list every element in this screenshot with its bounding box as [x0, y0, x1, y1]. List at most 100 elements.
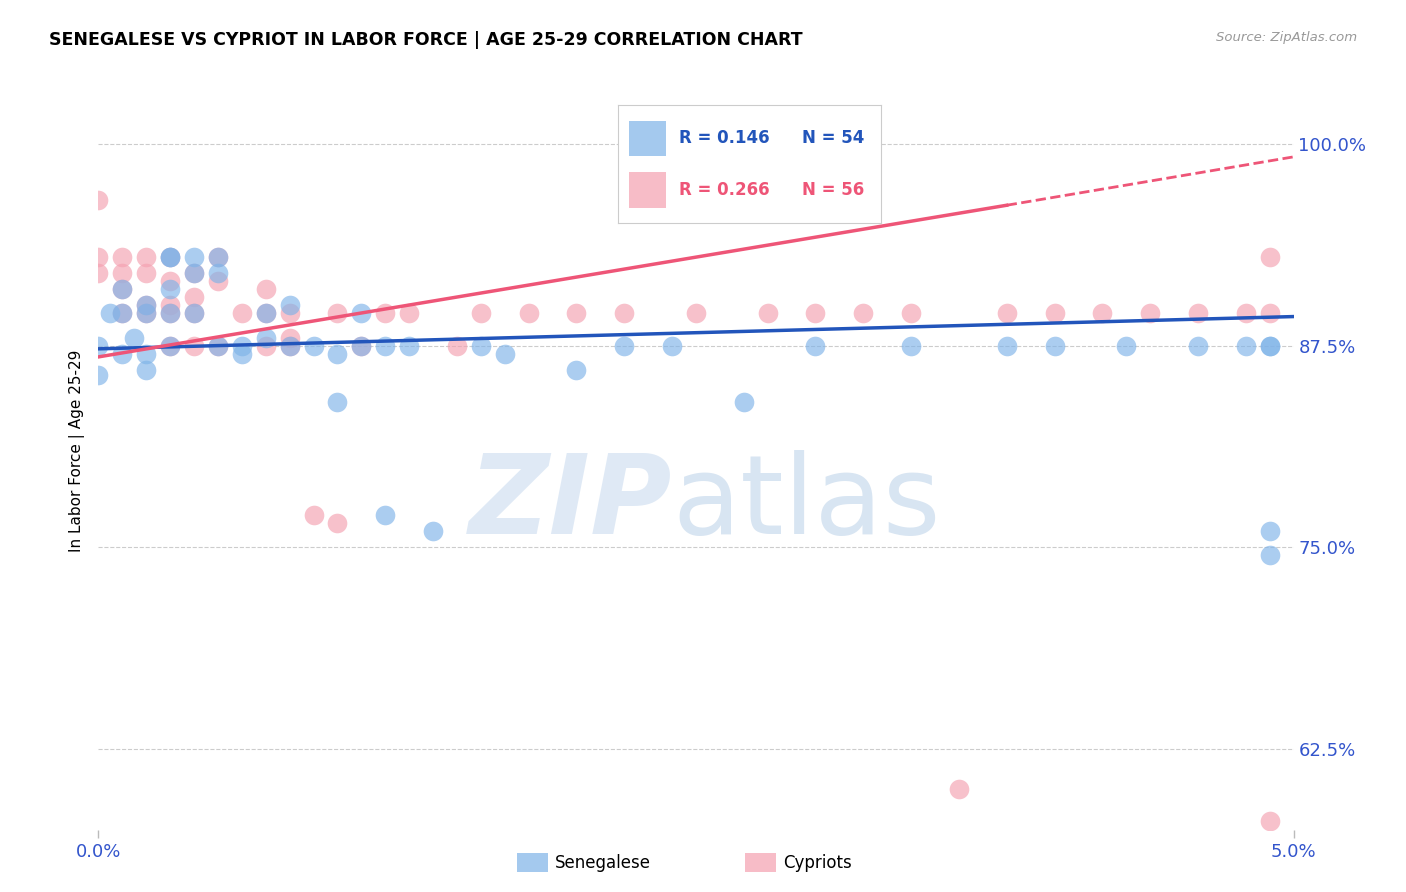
Point: [1115, 338, 1137, 352]
Point: [183, 250, 205, 264]
Point: [135, 298, 157, 312]
Point: [87, 194, 110, 208]
Point: [278, 330, 301, 344]
Point: [278, 338, 301, 352]
Point: [111, 266, 134, 280]
Point: [374, 338, 396, 352]
Point: [278, 306, 301, 320]
Point: [183, 266, 205, 280]
Point: [804, 306, 827, 320]
Point: [87, 368, 110, 382]
Point: [326, 516, 349, 530]
Point: [111, 282, 134, 296]
Point: [183, 266, 205, 280]
Point: [87, 250, 110, 264]
Point: [254, 330, 277, 344]
Point: [111, 250, 134, 264]
Point: [1043, 338, 1066, 352]
Point: [231, 346, 253, 360]
Point: [1187, 338, 1209, 352]
Point: [1234, 338, 1257, 352]
Point: [278, 298, 301, 312]
Text: atlas: atlas: [672, 450, 941, 557]
Point: [422, 524, 444, 538]
Point: [852, 306, 875, 320]
Point: [207, 266, 229, 280]
Point: [183, 290, 205, 304]
Point: [398, 338, 420, 352]
Point: [302, 508, 325, 522]
Y-axis label: In Labor Force | Age 25-29: In Labor Force | Age 25-29: [69, 350, 86, 551]
Point: [565, 363, 588, 377]
Point: [1043, 306, 1066, 320]
Point: [207, 338, 229, 352]
Point: [1258, 549, 1281, 563]
Point: [207, 250, 229, 264]
Point: [207, 250, 229, 264]
Point: [278, 338, 301, 352]
Point: [350, 338, 373, 352]
Point: [1258, 306, 1281, 320]
Point: [302, 338, 325, 352]
Point: [111, 346, 134, 360]
Point: [87, 266, 110, 280]
Text: ZIP: ZIP: [468, 450, 672, 557]
Point: [159, 306, 181, 320]
Point: [1258, 524, 1281, 538]
Point: [159, 250, 181, 264]
Point: [159, 282, 181, 296]
Point: [517, 306, 540, 320]
Point: [159, 250, 181, 264]
Point: [207, 338, 229, 352]
Point: [948, 782, 970, 797]
Point: [254, 306, 277, 320]
Point: [98, 306, 122, 320]
Point: [326, 395, 349, 409]
Point: [470, 338, 492, 352]
Point: [613, 306, 636, 320]
Point: [254, 282, 277, 296]
Point: [135, 306, 157, 320]
Point: [446, 338, 468, 352]
Point: [1187, 306, 1209, 320]
Point: [350, 306, 373, 320]
Point: [135, 306, 157, 320]
Point: [124, 330, 146, 344]
Point: [159, 298, 181, 312]
Point: [231, 306, 253, 320]
Point: [565, 306, 588, 320]
Point: [1258, 814, 1281, 829]
Point: [374, 508, 396, 522]
Point: [135, 298, 157, 312]
Point: [254, 338, 277, 352]
Text: Cypriots: Cypriots: [783, 854, 852, 871]
Point: [661, 338, 683, 352]
Text: SENEGALESE VS CYPRIOT IN LABOR FORCE | AGE 25-29 CORRELATION CHART: SENEGALESE VS CYPRIOT IN LABOR FORCE | A…: [49, 31, 803, 49]
Point: [733, 395, 755, 409]
Point: [613, 338, 636, 352]
Point: [135, 346, 157, 360]
Point: [326, 346, 349, 360]
Point: [159, 306, 181, 320]
Point: [398, 306, 420, 320]
Point: [804, 338, 827, 352]
Point: [374, 306, 396, 320]
Point: [995, 338, 1018, 352]
Point: [183, 306, 205, 320]
Point: [207, 274, 229, 288]
Point: [231, 338, 253, 352]
Point: [159, 338, 181, 352]
Point: [1139, 306, 1161, 320]
Point: [111, 306, 134, 320]
Point: [183, 338, 205, 352]
Point: [350, 338, 373, 352]
Point: [1258, 338, 1281, 352]
Point: [900, 338, 922, 352]
Point: [756, 306, 779, 320]
Point: [135, 363, 157, 377]
Point: [135, 250, 157, 264]
Point: [685, 306, 707, 320]
Point: [494, 346, 516, 360]
Point: [1234, 306, 1257, 320]
Point: [111, 282, 134, 296]
